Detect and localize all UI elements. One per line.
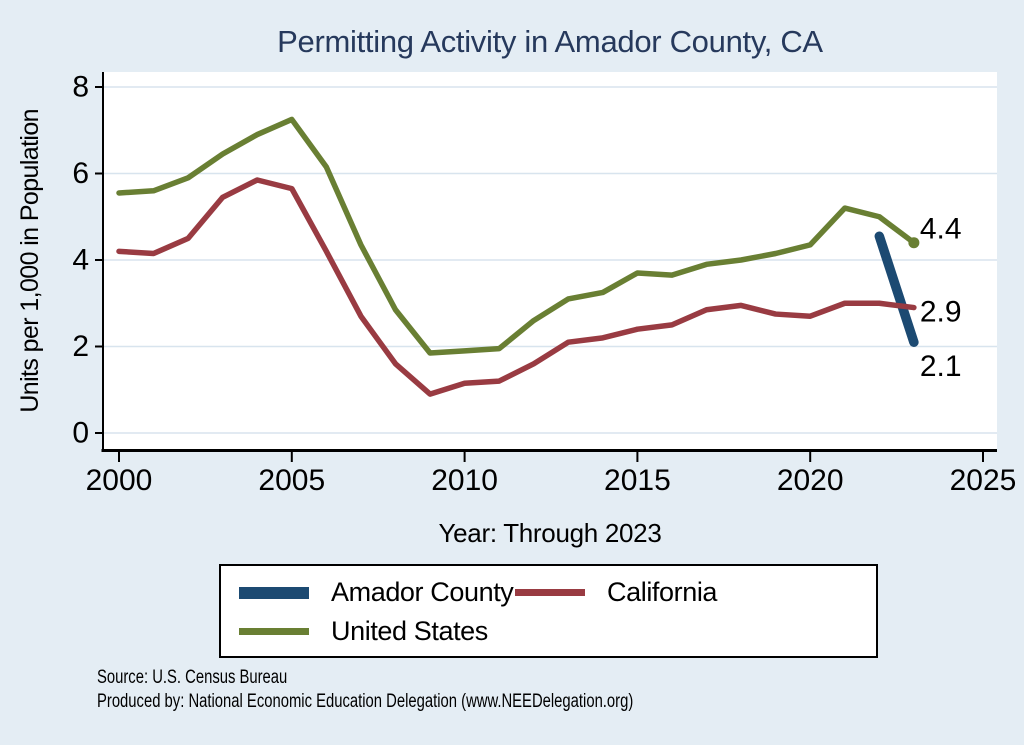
legend-swatch-amador-county [239, 586, 309, 599]
legend: Amador County California United States [219, 564, 878, 658]
x-tick-label: 2010 [431, 464, 498, 497]
x-tick-label: 2020 [777, 464, 844, 497]
series-line-california [116, 177, 917, 397]
x-axis-label: Year: Through 2023 [438, 518, 662, 548]
series-line-united-states [116, 116, 917, 356]
legend-label-amador-county: Amador County [331, 577, 514, 607]
x-ticks: 2000 2005 2010 2015 2020 2025 [86, 450, 1017, 497]
x-tick-label: 2025 [950, 464, 1017, 497]
end-value-label: 2.1 [920, 350, 962, 383]
footer-produced-by-line: Produced by: National Economic Education… [97, 691, 634, 712]
plot-region: 0 2 4 6 8 2000 2005 2010 2015 2020 2025 2.1 2.9 4.4 [72, 71, 1017, 498]
x-tick-label: 2000 [86, 464, 153, 497]
y-tick-label: 6 [72, 157, 89, 190]
end-value-label: 4.4 [920, 213, 962, 246]
gridlines [104, 86, 997, 434]
legend-swatch-california [515, 589, 585, 596]
legend-row-1: Amador County California [239, 573, 876, 612]
x-tick-label: 2015 [604, 464, 671, 497]
legend-row-2: United States [239, 612, 876, 651]
series-lines [116, 116, 920, 397]
end-value-labels: 2.1 2.9 4.4 [920, 213, 962, 383]
y-tick-label: 4 [72, 244, 89, 277]
legend-swatch-united-states [239, 628, 309, 635]
end-value-label: 2.9 [920, 296, 962, 329]
footer-source-line: Source: U.S. Census Bureau [97, 667, 288, 688]
y-ticks: 0 2 4 6 8 [72, 71, 103, 450]
y-tick-label: 8 [72, 71, 89, 104]
y-tick-label: 0 [72, 417, 89, 450]
series-end-marker [908, 237, 920, 249]
legend-label-united-states: United States [331, 616, 488, 646]
x-tick-label: 2005 [258, 464, 325, 497]
y-tick-label: 2 [72, 330, 89, 363]
chart-title: Permitting Activity in Amador County, CA [277, 24, 823, 59]
series-line-amador-county [874, 231, 919, 347]
legend-label-california: California [607, 577, 718, 607]
footer: Source: U.S. Census Bureau Produced by: … [97, 666, 633, 714]
